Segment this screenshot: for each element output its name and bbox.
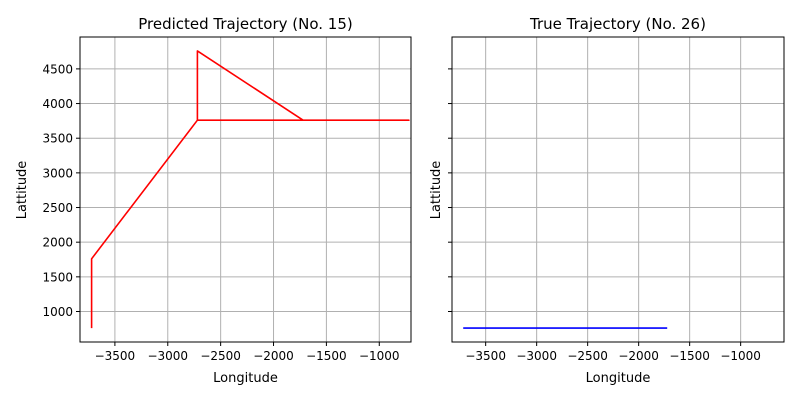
y-tick-label: 4000 bbox=[42, 97, 73, 111]
gridlines bbox=[80, 37, 411, 342]
x-tick-label: −2500 bbox=[567, 349, 608, 363]
plot-frame bbox=[79, 36, 412, 343]
plot-frame bbox=[451, 36, 785, 343]
y-tick-label: 1000 bbox=[42, 305, 73, 319]
y-ticks bbox=[448, 68, 452, 312]
true-trajectory-panel: True Trajectory (No. 26) Longitude Latti… bbox=[429, 15, 785, 386]
x-axis-label: Longitude bbox=[213, 371, 278, 386]
x-ticks: −3500 −3000 −2500 −2000 −1500 −1000 bbox=[465, 342, 761, 363]
x-tick-label: −3000 bbox=[147, 349, 188, 363]
y-tick-label: 3500 bbox=[42, 132, 73, 146]
x-tick-label: −2000 bbox=[618, 349, 659, 363]
x-tick-label: −3500 bbox=[465, 349, 506, 363]
x-tick-label: −3000 bbox=[516, 349, 557, 363]
gridlines bbox=[452, 37, 784, 342]
x-tick-label: −1500 bbox=[306, 349, 347, 363]
x-tick-label: −2500 bbox=[200, 349, 241, 363]
trajectory-line bbox=[90, 50, 410, 329]
x-tick-label: −1000 bbox=[720, 349, 761, 363]
predicted-trajectory-panel: Predicted Trajectory (No. 15) Longitude … bbox=[15, 15, 412, 386]
y-tick-label: 3000 bbox=[42, 166, 73, 180]
y-tick-label: 4500 bbox=[42, 62, 73, 76]
chart-title: Predicted Trajectory (No. 15) bbox=[138, 15, 352, 33]
x-axis-label: Longitude bbox=[586, 371, 651, 386]
y-tick-label: 2000 bbox=[42, 236, 73, 250]
y-axis-label: Lattitude bbox=[15, 161, 30, 220]
x-tick-label: −1000 bbox=[359, 349, 400, 363]
plot-lines bbox=[90, 50, 410, 329]
y-tick-label: 2500 bbox=[42, 201, 73, 215]
x-tick-label: −3500 bbox=[95, 349, 136, 363]
x-tick-label: −1500 bbox=[669, 349, 710, 363]
y-ticks: 1000 1500 2000 2500 3000 3500 4000 4500 bbox=[42, 62, 80, 319]
x-tick-label: −2000 bbox=[253, 349, 294, 363]
y-tick-label: 1500 bbox=[42, 270, 73, 284]
chart-title: True Trajectory (No. 26) bbox=[529, 15, 706, 33]
y-axis-label: Lattitude bbox=[429, 161, 444, 220]
x-ticks: −3500 −3000 −2500 −2000 −1500 −1000 bbox=[95, 342, 400, 363]
